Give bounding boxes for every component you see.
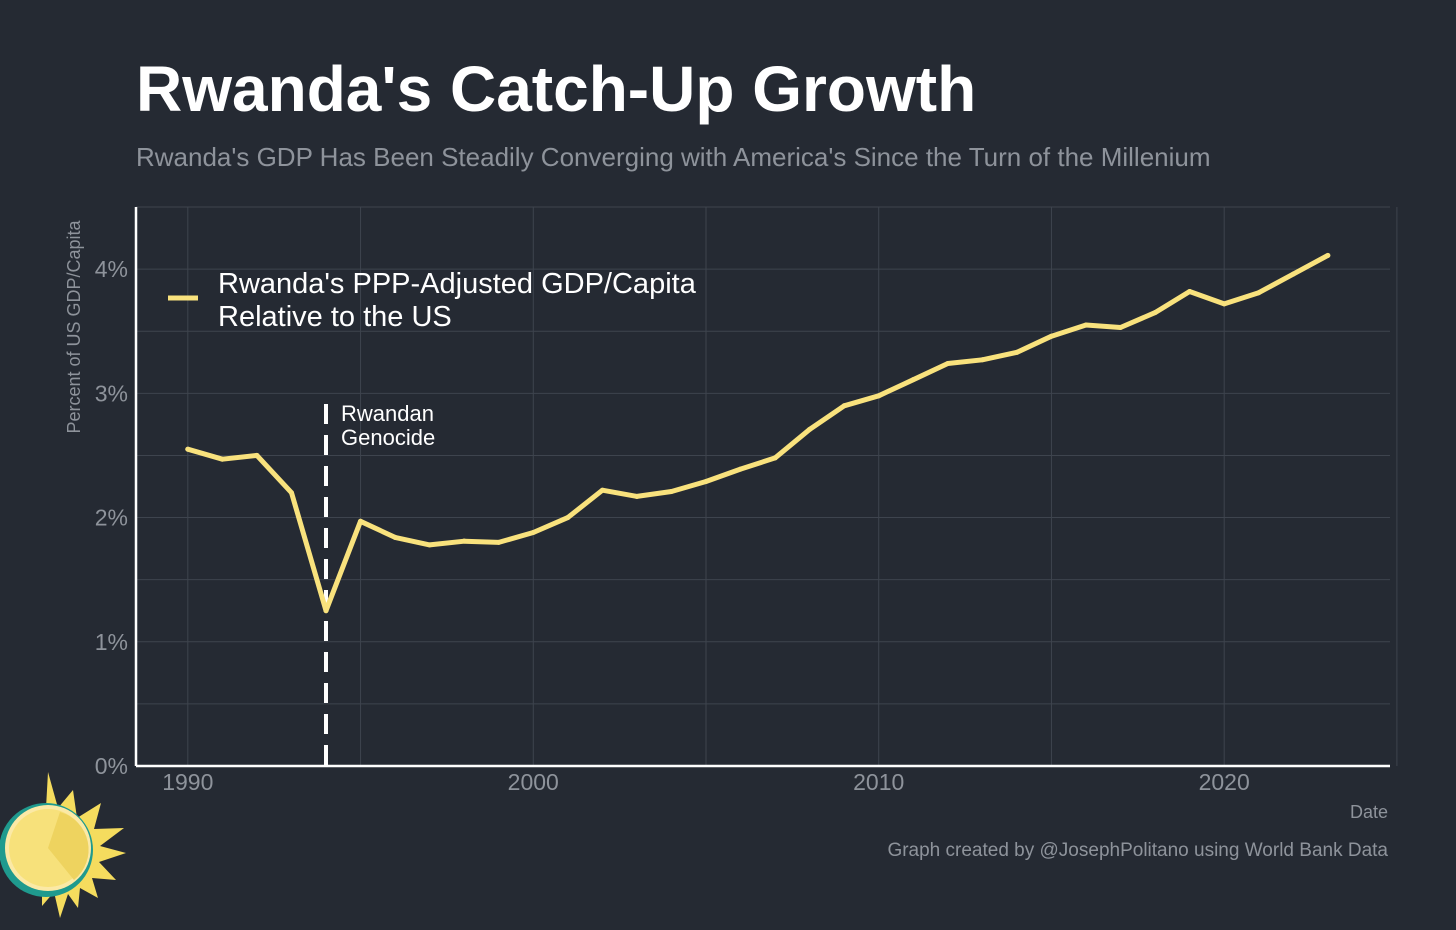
data-point	[358, 518, 364, 524]
data-point	[876, 393, 882, 399]
data-point	[738, 466, 744, 472]
y-tick-label: 0%	[95, 753, 128, 779]
x-tick-label: 2020	[1199, 769, 1250, 795]
data-point	[496, 539, 502, 545]
tick-labels: 0% 1% 2% 3% 4% 1990 2000 2010 2020	[95, 256, 1250, 795]
legend-label-line-1: Rwanda's PPP-Adjusted GDP/Capita	[218, 268, 697, 300]
grid-lines	[136, 206, 1398, 766]
sun-shade	[48, 812, 89, 880]
data-point	[392, 534, 398, 540]
chart-caption: Graph created by @JosephPolitano using W…	[887, 840, 1388, 861]
sun-logo	[0, 772, 126, 918]
data-point	[945, 361, 951, 367]
data-point	[841, 403, 847, 409]
data-point	[565, 515, 571, 521]
data-point	[1014, 349, 1020, 355]
data-point	[1048, 333, 1054, 339]
series-line	[185, 252, 1331, 614]
annotation-label: Genocide	[341, 425, 435, 450]
x-tick-label: 2010	[853, 769, 904, 795]
y-tick-label: 2%	[95, 505, 128, 531]
data-point	[254, 452, 260, 458]
data-point	[185, 446, 191, 452]
data-point	[1152, 310, 1158, 316]
data-point	[1290, 271, 1296, 277]
data-point	[599, 487, 605, 493]
x-tick-label: 1990	[162, 769, 213, 795]
data-point	[1256, 290, 1262, 296]
y-tick-label: 1%	[95, 629, 128, 655]
data-point	[219, 456, 225, 462]
data-point	[668, 488, 674, 494]
data-point	[910, 377, 916, 383]
y-tick-label: 3%	[95, 380, 128, 406]
data-point	[1221, 301, 1227, 307]
axes	[134, 207, 1390, 768]
chart-subtitle: Rwanda's GDP Has Been Steadily Convergin…	[136, 142, 1211, 172]
y-axis-title: Percent of US GDP/Capita	[64, 219, 84, 433]
data-point	[1083, 322, 1089, 328]
data-point	[1118, 324, 1124, 330]
data-point	[1325, 252, 1331, 258]
data-point	[1187, 288, 1193, 294]
x-tick-label: 2000	[508, 769, 559, 795]
series-layer	[185, 252, 1331, 614]
data-point	[427, 542, 433, 548]
legend-label-line-2: Relative to the US	[218, 301, 452, 333]
data-point	[807, 426, 813, 432]
data-point	[634, 493, 640, 499]
data-point	[979, 357, 985, 363]
data-point	[461, 538, 467, 544]
data-point	[772, 455, 778, 461]
x-axis-title: Date	[1350, 802, 1388, 822]
data-point	[703, 479, 709, 485]
legend: Rwanda's PPP-Adjusted GDP/Capita Relativ…	[168, 268, 697, 333]
data-point	[323, 608, 329, 614]
y-tick-label: 4%	[95, 256, 128, 282]
annotation-label: Rwandan	[341, 401, 434, 426]
chart-title: Rwanda's Catch-Up Growth	[136, 53, 977, 125]
data-point	[530, 529, 536, 535]
data-point	[288, 490, 294, 496]
